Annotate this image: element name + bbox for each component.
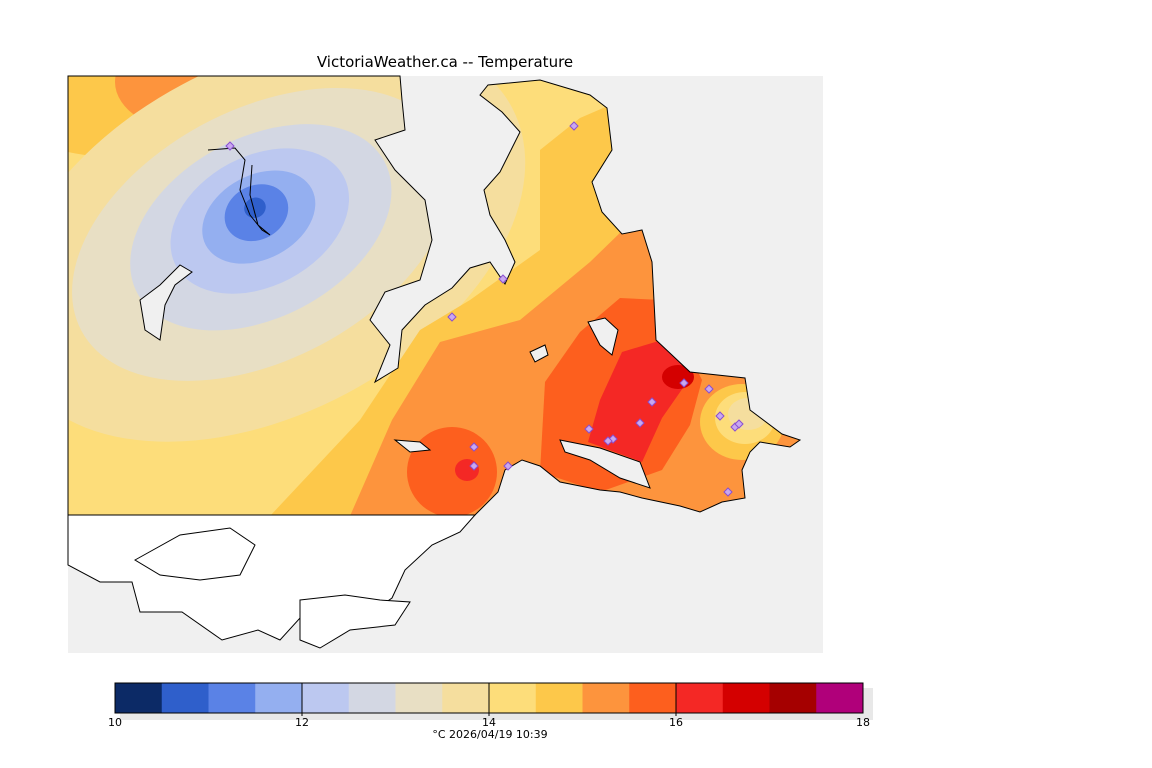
station-marker[interactable] — [704, 384, 714, 394]
legend-tick-16: 16 — [669, 716, 683, 729]
legend-tick-18: 18 — [856, 716, 870, 729]
legend-color-box — [255, 683, 303, 713]
legend-color-box — [348, 683, 396, 713]
legend-tick-12: 12 — [295, 716, 309, 729]
station-marker[interactable] — [225, 141, 235, 151]
units-timestamp: °C 2026/04/19 10:39 — [432, 728, 548, 741]
lake — [529, 344, 549, 363]
legend-color-box — [302, 683, 350, 713]
legend-color-box — [208, 683, 256, 713]
legend-color-box — [816, 683, 864, 713]
color-legend — [114, 682, 873, 720]
weather-stations — [225, 121, 744, 497]
station-marker[interactable] — [447, 312, 457, 322]
island — [134, 527, 256, 581]
legend-color-box — [582, 683, 630, 713]
station-marker[interactable] — [734, 419, 744, 429]
island — [299, 594, 411, 649]
station-marker[interactable] — [679, 378, 689, 388]
lake — [139, 264, 193, 341]
legend-tick-14: 14 — [482, 716, 496, 729]
legend-color-box — [629, 683, 677, 713]
lake — [393, 439, 432, 453]
legend-color-box — [722, 683, 770, 713]
legend-color-box — [676, 683, 724, 713]
station-marker[interactable] — [584, 424, 594, 434]
legend-color-box — [535, 683, 583, 713]
legend-color-box — [769, 683, 817, 713]
legend-color-box — [395, 683, 443, 713]
inlet-coastline — [207, 147, 271, 236]
legend-tick-10: 10 — [108, 716, 122, 729]
harbour — [559, 439, 651, 489]
station-marker[interactable] — [603, 436, 613, 446]
station-marker[interactable] — [635, 418, 645, 428]
station-marker[interactable] — [647, 397, 657, 407]
station-marker[interactable] — [469, 442, 479, 452]
station-marker[interactable] — [498, 274, 508, 284]
legend-color-box — [115, 683, 163, 713]
station-marker[interactable] — [503, 461, 513, 471]
legend-color-box — [442, 683, 490, 713]
station-marker[interactable] — [715, 411, 725, 421]
map-title: VictoriaWeather.ca -- Temperature — [316, 53, 574, 71]
station-marker[interactable] — [569, 121, 579, 131]
legend-color-box — [161, 683, 209, 713]
station-marker[interactable] — [723, 487, 733, 497]
station-marker[interactable] — [469, 461, 479, 471]
lake — [587, 317, 619, 356]
legend-color-box — [489, 683, 537, 713]
